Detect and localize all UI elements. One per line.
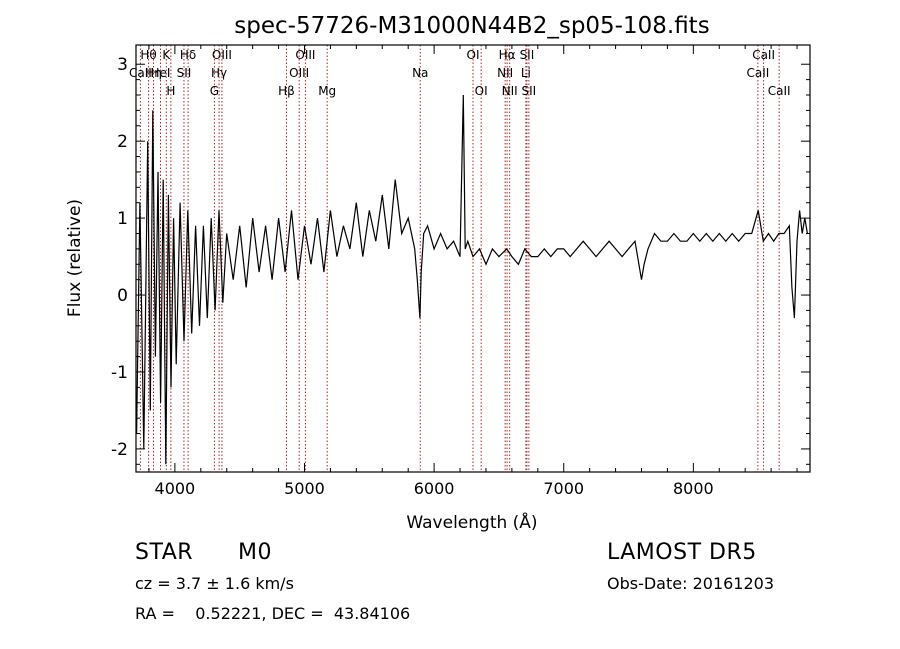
y-tick-label: 0: [117, 286, 128, 306]
spectral-line-label: OIII: [295, 48, 315, 62]
spectral-line-label: NII: [497, 66, 513, 80]
spectral-line-label: CaII: [129, 66, 152, 80]
spectral-line-label: OI: [475, 84, 488, 98]
redshift-cz: cz = 3.7 ± 1.6 km/s: [135, 574, 294, 593]
axis-ticks: 4000 5000 6000 7000 8000 -2 -1 0 1 2 3: [111, 45, 810, 498]
object-subclass: M0: [238, 540, 272, 565]
spectral-line-label: OIII: [289, 66, 309, 80]
spectral-line-label: CaII: [768, 84, 791, 98]
spectral-line-label: Hγ: [211, 66, 227, 80]
spectral-line-label: OIII: [212, 48, 232, 62]
spectral-line-label: CaII: [746, 66, 769, 80]
spectral-line-label: K: [162, 48, 171, 62]
x-tick-label: 8000: [673, 479, 714, 498]
spectral-line-label: Hη: [145, 66, 162, 80]
spectral-line-label: SII: [177, 66, 192, 80]
spectral-line-label: NII: [502, 84, 518, 98]
x-tick-label: 7000: [543, 479, 584, 498]
spectral-line-label: HeI: [151, 66, 171, 80]
spectral-line-label: Mg: [318, 84, 336, 98]
spectral-line-label: Li: [521, 66, 531, 80]
spectral-line-label: G: [210, 84, 219, 98]
spectral-line-label: Na: [412, 66, 428, 80]
y-axis-label: Flux (relative): [65, 199, 85, 317]
y-tick-label: 1: [117, 209, 128, 229]
observation-date: Obs-Date: 20161203: [607, 574, 775, 593]
spectral-line-label: Hθ: [140, 48, 156, 62]
survey-name: LAMOST DR5: [607, 540, 757, 565]
spectral-line-label: SII: [520, 48, 535, 62]
spectral-line-label: OI: [467, 48, 480, 62]
spectral-line-markers: [139, 45, 780, 472]
spectral-line-label: Hδ: [180, 48, 196, 62]
spectral-line-label: Hα: [499, 48, 516, 62]
spectral-line-label: H: [166, 84, 175, 98]
plot-frame: [135, 44, 811, 473]
spectral-line-label: Hβ: [278, 84, 295, 98]
x-axis-label: Wavelength (Å): [406, 511, 537, 533]
y-tick-label: -1: [111, 363, 128, 383]
y-tick-label: -2: [111, 440, 128, 460]
spectral-line-label: SII: [522, 84, 537, 98]
object-class: STAR: [135, 540, 194, 565]
spectral-line-label: CaII: [752, 48, 775, 62]
x-tick-label: 4000: [155, 479, 196, 498]
x-tick-label: 6000: [414, 479, 455, 498]
y-tick-label: 3: [117, 55, 128, 75]
chart-title: spec-57726-M31000N44B2_sp05-108.fits: [234, 13, 709, 39]
coordinates: RA = 0.52221, DEC = 43.84106: [135, 604, 411, 623]
x-tick-label: 5000: [284, 479, 325, 498]
y-tick-label: 2: [117, 132, 128, 152]
spectrum-series-line: [136, 94, 808, 465]
